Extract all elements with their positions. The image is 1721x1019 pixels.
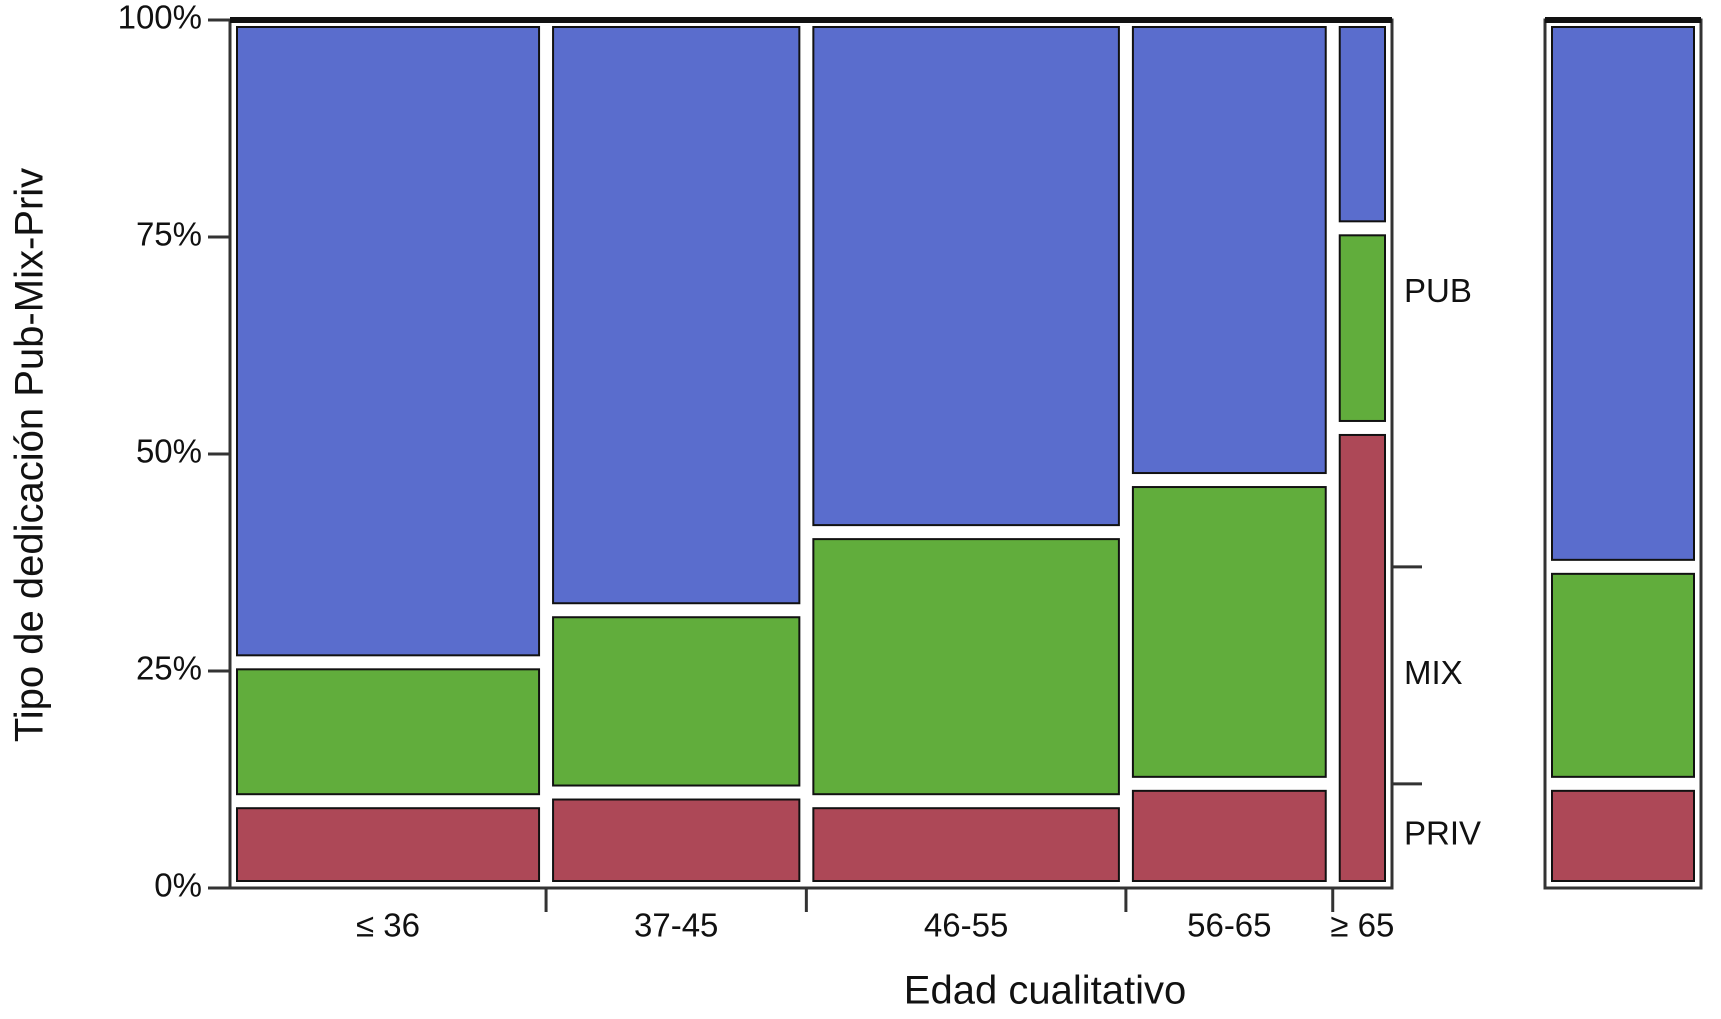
segment bbox=[552, 616, 801, 787]
y-axis-title: Tipo de dedicación Pub-Mix-Priv bbox=[8, 168, 52, 742]
x-tick-label: 46-55 bbox=[924, 907, 1008, 944]
y-tick-label: 50% bbox=[136, 433, 202, 470]
legend-label: PRIV bbox=[1404, 815, 1481, 852]
y-tick-label: 25% bbox=[136, 650, 202, 687]
x-axis-title: Edad cualitativo bbox=[904, 969, 1186, 1013]
segment bbox=[1338, 433, 1387, 882]
y-tick-label: 100% bbox=[118, 0, 202, 36]
y-tick-label: 0% bbox=[154, 867, 202, 904]
segment bbox=[1131, 486, 1327, 778]
segment bbox=[1131, 789, 1327, 883]
segment bbox=[1551, 572, 1695, 778]
segment bbox=[1131, 26, 1327, 475]
segment bbox=[236, 668, 541, 796]
x-tick-label: ≥ 65 bbox=[1330, 907, 1394, 944]
segment bbox=[1338, 234, 1387, 422]
segment bbox=[812, 807, 1120, 883]
x-tick-label: ≤ 36 bbox=[356, 907, 420, 944]
segment bbox=[236, 26, 541, 657]
segment bbox=[812, 26, 1120, 527]
segment bbox=[1551, 26, 1695, 561]
x-tick-label: 37-45 bbox=[634, 907, 718, 944]
legend-label: PUB bbox=[1404, 272, 1472, 309]
segment bbox=[812, 538, 1120, 796]
x-tick-label: 56-65 bbox=[1187, 907, 1271, 944]
segment bbox=[552, 26, 801, 605]
legend-label: MIX bbox=[1404, 654, 1463, 691]
segment bbox=[236, 807, 541, 883]
segment bbox=[552, 798, 801, 883]
segment bbox=[1338, 26, 1387, 223]
y-tick-label: 75% bbox=[136, 216, 202, 253]
segment bbox=[1551, 789, 1695, 883]
